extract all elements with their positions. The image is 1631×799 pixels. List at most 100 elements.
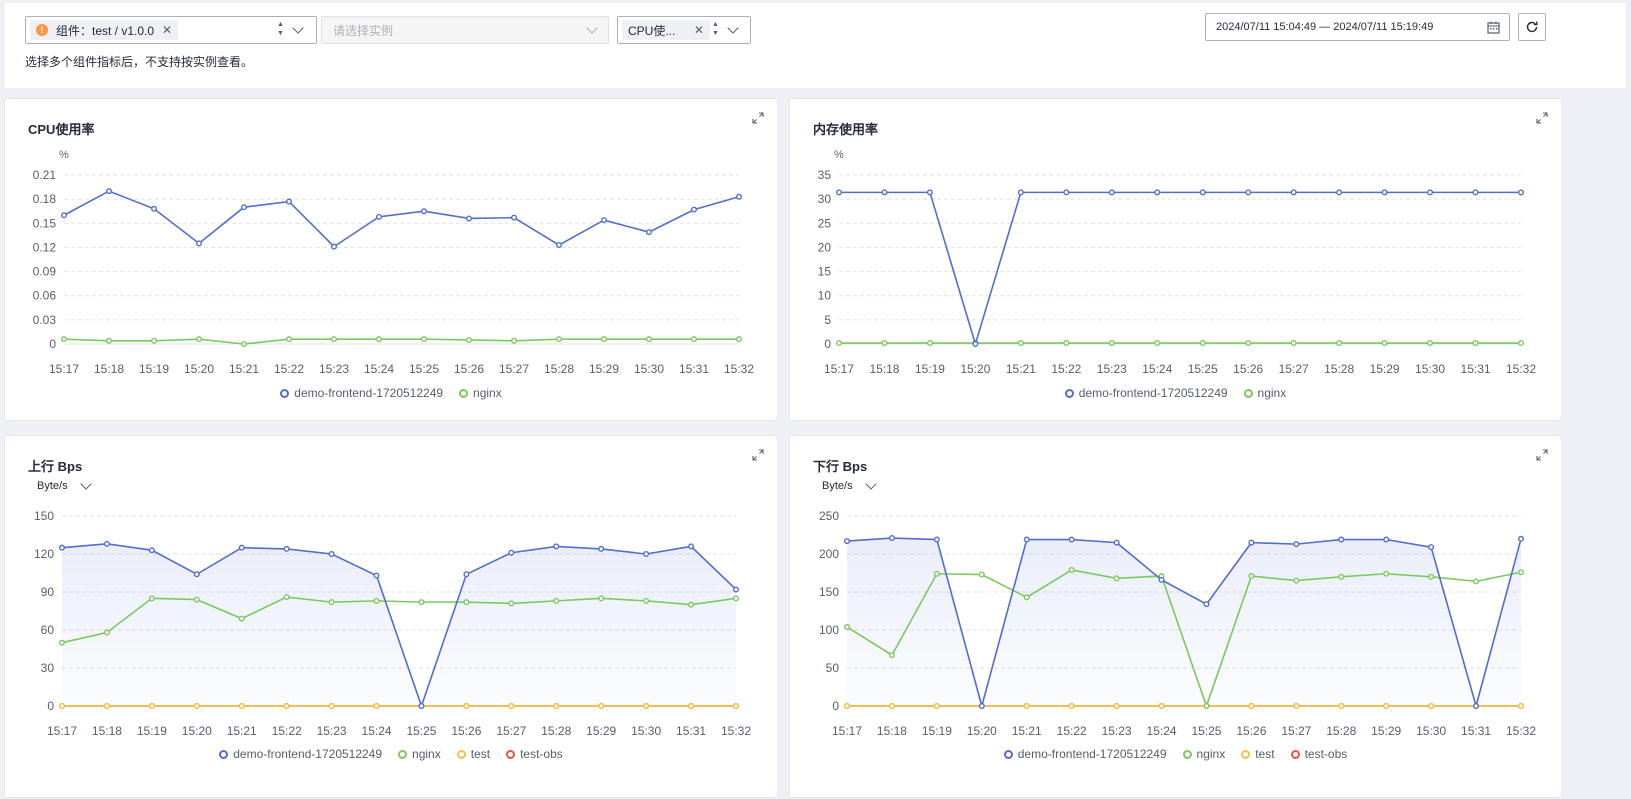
data-point-demo <box>888 535 895 542</box>
legend-item-test[interactable]: test <box>456 747 491 761</box>
data-point-test <box>688 703 695 710</box>
close-icon[interactable]: ✕ <box>693 23 704 37</box>
data-point-nginx <box>238 615 245 622</box>
data-point-nginx <box>61 336 68 343</box>
date-range-picker[interactable]: 2024/07/11 15:04:49 — 2024/07/11 15:19:4… <box>1205 13 1510 41</box>
filter-bar: ! 组件：test / v1.0.0 ✕ ▲ ▼ 请选择实例 CPU使... ✕ … <box>5 3 1626 88</box>
cpu-usage-chart: 0 0.03 0.06 0.09 0.12 0.15 0.18 0.21 15:17 15:18 1… <box>33 168 755 376</box>
data-point-demo <box>598 545 605 552</box>
refresh-icon <box>1526 21 1538 33</box>
x-tick-label: 15:17 <box>49 362 79 376</box>
expand-icon[interactable] <box>1535 448 1549 462</box>
expand-icon[interactable] <box>751 111 765 125</box>
legend-label: nginx <box>1257 386 1287 400</box>
data-point-nginx <box>1428 573 1435 580</box>
data-point-demo <box>1518 535 1525 542</box>
data-point-nginx <box>881 340 888 347</box>
x-tick-label: 15:22 <box>1051 362 1081 376</box>
metric-select[interactable]: CPU使... ✕ ▲ ▼ <box>617 16 751 44</box>
x-tick-label: 15:30 <box>1415 362 1445 376</box>
data-point-test <box>1293 703 1300 710</box>
component-select[interactable]: ! 组件：test / v1.0.0 ✕ ▲ ▼ <box>25 16 317 44</box>
refresh-button[interactable] <box>1518 13 1546 41</box>
data-point-demo <box>1023 536 1030 543</box>
data-point-demo <box>1245 189 1252 196</box>
y-tick-label: 100 <box>819 623 839 637</box>
calendar-icon[interactable] <box>1487 21 1500 34</box>
x-tick-label: 15:26 <box>451 724 481 738</box>
data-point-nginx <box>150 337 157 344</box>
legend-item-demo[interactable]: demo-frontend-1720512249 <box>1064 386 1228 400</box>
chevron-down-icon[interactable] <box>292 22 304 34</box>
legend-item-nginx[interactable]: nginx <box>1182 747 1225 761</box>
series-line-nginx <box>846 569 1522 709</box>
x-tick-label: 15:31 <box>1461 362 1491 376</box>
stepper-icon[interactable]: ▲ ▼ <box>277 21 284 37</box>
data-point-demo <box>240 204 247 211</box>
legend-label: demo-frontend-1720512249 <box>233 747 383 761</box>
legend-item-test_obs[interactable]: test-obs <box>1290 747 1347 761</box>
expand-icon[interactable] <box>1535 111 1549 125</box>
x-tick-label: 15:22 <box>1057 724 1087 738</box>
data-point-demo <box>1428 544 1435 551</box>
expand-icon[interactable] <box>751 448 765 462</box>
data-point-test <box>373 703 380 710</box>
series-line-demo <box>846 537 1522 710</box>
x-tick-label: 15:31 <box>679 362 709 376</box>
legend-item-test_obs[interactable]: test-obs <box>506 747 563 761</box>
chevron-down-icon[interactable] <box>727 22 739 34</box>
data-point-nginx <box>466 336 473 343</box>
data-point-demo <box>1383 536 1390 543</box>
legend-item-nginx[interactable]: nginx <box>398 747 441 761</box>
data-point-nginx <box>418 599 425 606</box>
instance-select[interactable]: 请选择实例 <box>321 16 609 44</box>
legend-marker-icon <box>219 749 229 759</box>
data-point-nginx <box>59 639 66 646</box>
data-point-nginx <box>1473 578 1480 585</box>
x-tick-label: 15:19 <box>922 724 952 738</box>
data-point-demo <box>601 217 608 224</box>
data-point-test <box>1158 703 1165 710</box>
legend-marker-icon <box>1064 388 1074 398</box>
data-point-test <box>933 703 940 710</box>
multi-select-hint: 选择多个组件指标后，不支持按实例查看。 <box>25 55 254 69</box>
x-tick-label: 15:24 <box>1147 724 1177 738</box>
data-point-nginx <box>646 336 653 343</box>
data-point-test <box>844 703 851 710</box>
close-icon[interactable]: ✕ <box>162 23 173 37</box>
x-tick-label: 15:32 <box>1506 724 1536 738</box>
data-point-nginx <box>888 652 895 659</box>
y-tick-label: 0.18 <box>33 192 57 206</box>
panel-title: CPU使用率 <box>28 122 95 137</box>
stepper-icon[interactable]: ▲ ▼ <box>712 21 719 37</box>
data-point-test <box>1113 703 1120 710</box>
unit-dropdown[interactable]: Byte/s <box>37 478 92 492</box>
data-point-demo <box>150 205 157 212</box>
data-point-nginx <box>283 594 290 601</box>
legend-item-nginx[interactable]: nginx <box>1243 386 1287 400</box>
legend-item-demo[interactable]: demo-frontend-1720512249 <box>280 386 443 400</box>
x-tick-label: 15:29 <box>1371 724 1401 738</box>
metric-tag-label: CPU使... <box>628 23 676 38</box>
data-point-nginx <box>1063 340 1070 347</box>
legend-marker-icon <box>1243 388 1253 398</box>
y-tick-label: 15 <box>818 265 832 279</box>
y-tick-label: 0.15 <box>33 216 57 230</box>
unit-dropdown[interactable]: Byte/s <box>822 478 877 492</box>
legend-item-demo[interactable]: demo-frontend-1720512249 <box>219 747 382 761</box>
data-point-demo <box>844 538 851 545</box>
panel-title: 下行 Bps <box>813 459 868 474</box>
series-line-demo <box>839 191 1521 347</box>
x-tick-label: 15:32 <box>1506 362 1536 376</box>
legend-item-demo[interactable]: demo-frontend-1720512249 <box>1003 747 1167 761</box>
x-tick-label: 15:26 <box>1233 362 1263 376</box>
data-point-demo <box>1203 601 1210 608</box>
x-tick-label: 15:26 <box>1236 724 1266 738</box>
data-point-demo <box>283 545 290 552</box>
component-tag: ! 组件：test / v1.0.0 ✕ <box>30 20 179 40</box>
legend-item-nginx[interactable]: nginx <box>459 386 502 400</box>
legend-item-test[interactable]: test <box>1241 747 1275 761</box>
legend-label: test <box>470 747 491 761</box>
data-point-test <box>283 703 290 710</box>
x-tick-label: 15:27 <box>1279 362 1309 376</box>
